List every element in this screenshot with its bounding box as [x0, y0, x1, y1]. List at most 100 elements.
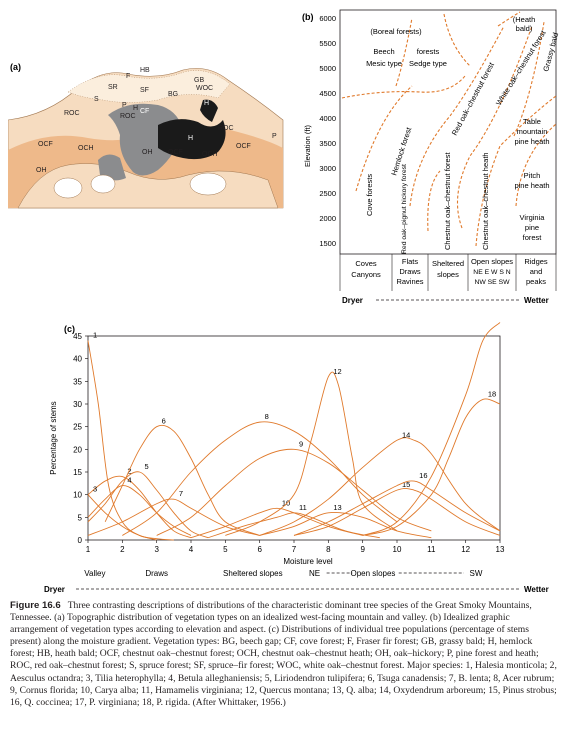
region-label: BG: [168, 91, 178, 98]
top-labels: (Boreal forests) (Heath bald) Beech fore…: [366, 15, 535, 68]
site-label: Canyons: [351, 270, 381, 279]
y-tick: 2000: [319, 214, 336, 223]
x-tick-label: 6: [257, 545, 262, 554]
chart-series: 123456789101112131415161718: [87, 312, 513, 541]
region-label: ROC: [120, 113, 136, 120]
y-tick-label: 20: [73, 445, 82, 454]
y-tick: 4500: [319, 89, 336, 98]
rotated-label: White oak–chestnut forest: [494, 28, 548, 107]
moisture-chart-svg: (c) Percentage of stems 1 2 3 4 5 6 7 8 9 10 11 12 1…: [44, 312, 549, 594]
site-label: Coves: [355, 259, 377, 268]
y-tick: 1500: [319, 239, 336, 248]
chart-x-label: Moisture level: [283, 557, 333, 566]
y-tick-label: 0: [78, 536, 83, 545]
region-label: P: [122, 102, 127, 109]
mountain-diagram-svg: (a) HB F SR SF BG GB WOC S P H ROC CF: [7, 62, 284, 209]
y-tick-label: 45: [73, 332, 82, 341]
x-tick-label: 11: [427, 545, 436, 554]
series-label: 1: [93, 331, 97, 340]
site-label: slopes: [437, 270, 459, 279]
region-label: P: [272, 133, 277, 140]
series-line: [104, 424, 260, 536]
pocket-2: [189, 172, 227, 196]
sedge-label: Sedge type: [409, 59, 447, 68]
series-line: [362, 398, 501, 536]
y-tick: 6000: [319, 14, 336, 23]
region-label: SR: [108, 84, 118, 91]
panel-a-mountain-diagram: (a) HB F SR SF BG GB WOC S P H ROC CF: [7, 60, 284, 210]
series-line: [293, 487, 501, 536]
series-label: 10: [282, 498, 290, 507]
region-label: H: [204, 100, 209, 107]
x-tick-label: 10: [393, 545, 402, 554]
series-line: [87, 475, 192, 539]
series-label: 17: [505, 320, 513, 321]
series-line: [156, 448, 432, 536]
cove-forest-region: [108, 103, 183, 176]
series-label: 16: [419, 471, 427, 480]
x-tick-label: 2: [120, 545, 125, 554]
figure-caption: Figure 16.6 Three contrasting descriptio…: [10, 600, 558, 709]
region-label: OH: [142, 149, 153, 156]
y-tick-label: 40: [73, 355, 82, 364]
panel-b-elevation-diagram: (b) Elevation (ft) 6000 5500 5000 4500 4…: [300, 6, 562, 306]
region-label: ROC: [64, 110, 80, 117]
series-line: [87, 471, 209, 539]
hemlock-peak: [200, 99, 218, 122]
y-tick: 5500: [319, 39, 336, 48]
region-label: OCF: [168, 149, 183, 156]
right-label: Pitch: [524, 171, 541, 180]
x-tick-label: 7: [292, 545, 297, 554]
heath-label: (Heath: [513, 15, 536, 24]
y-tick-label: 35: [73, 377, 82, 386]
region-label: OCH: [202, 151, 218, 158]
region-label: GB: [194, 77, 204, 84]
rotated-label: Chestnut oak–chestnut heath: [481, 152, 490, 250]
site-label: Sheltered: [432, 259, 464, 268]
right-labels: Table mountain pine heath Pitch pine hea…: [514, 117, 549, 242]
series-line: [293, 480, 501, 536]
right-label: Virginia: [520, 213, 546, 222]
series-label: 8: [265, 412, 269, 421]
y-ticks: 6000 5500 5000 4500 4000 3500 3000 2500 …: [319, 14, 336, 248]
rotated-label: Chestnut oak–chestnut forest: [443, 152, 452, 250]
right-label: pine: [525, 223, 539, 232]
plot-frame: [339, 9, 557, 255]
panel-a-label: (a): [10, 62, 21, 72]
hemlock-region: [158, 119, 226, 160]
series-label: 15: [402, 480, 410, 489]
series-line: [87, 494, 157, 541]
series-label: 12: [333, 367, 341, 376]
series-label: 6: [162, 417, 166, 426]
series-line: [87, 485, 192, 536]
rotated-label: Red oak–pignut hickory forest: [401, 164, 408, 254]
series-label: 4: [127, 476, 131, 485]
series-label: 5: [145, 462, 149, 471]
x-site-label: Valley: [84, 569, 105, 578]
pocket-1: [53, 177, 83, 199]
region-label: WOC: [196, 85, 213, 92]
right-label: Table: [523, 117, 541, 126]
y-tick: 3000: [319, 164, 336, 173]
site-label: Ridges: [524, 257, 548, 266]
y-tick-label: 25: [73, 423, 82, 432]
x-tick-label: 12: [461, 545, 470, 554]
caption-text: Three contrasting descriptions of distri…: [10, 600, 557, 708]
x-site-label: NE: [309, 569, 320, 578]
elevation-diagram-svg: (b) Elevation (ft) 6000 5500 5000 4500 4…: [302, 9, 560, 305]
series-line: [208, 512, 380, 539]
site-label: NE E W S N: [473, 269, 510, 276]
right-label: pine heath: [514, 181, 549, 190]
site-labels: Coves Canyons Flats Draws Ravines Shelte…: [351, 257, 548, 286]
boreal-label: (Boreal forests): [370, 27, 422, 36]
chart-frame: [87, 335, 501, 541]
cove-forest-lower: [98, 154, 126, 181]
chart-site-labels: Valley Draws Sheltered slopes NE Open slopes…: [84, 569, 483, 578]
chart-title: (c): [64, 324, 75, 334]
site-label: Open slopes: [471, 257, 513, 266]
pocket-3: [90, 174, 116, 194]
y-tick: 3500: [319, 139, 336, 148]
region-label: H: [188, 135, 193, 142]
region-label: F: [126, 73, 130, 80]
